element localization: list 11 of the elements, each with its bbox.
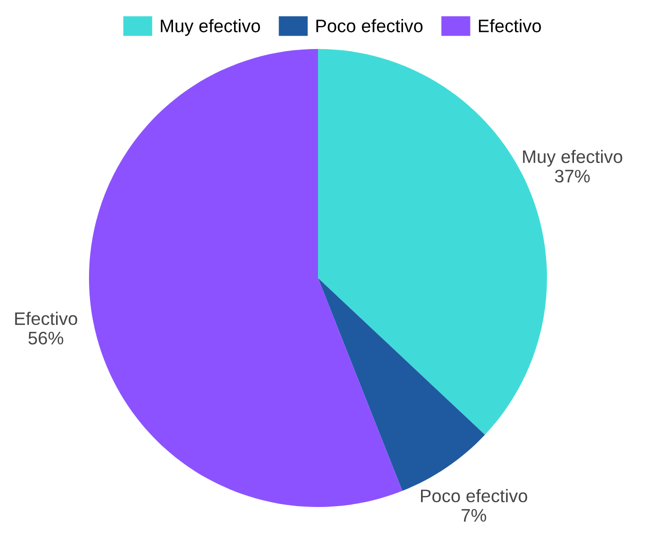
- data-label: 7%: [462, 509, 486, 522]
- legend-label: Muy efectivo: [160, 19, 260, 36]
- slice-label: Poco efectivo: [421, 489, 528, 502]
- pie-slice: [89, 49, 402, 507]
- pie-slice: [318, 278, 485, 491]
- slice-label: Muy efectivo: [523, 150, 622, 167]
- data-label: 37%: [554, 170, 590, 183]
- legend-label: Efectivo: [478, 19, 541, 32]
- legend-label: Poco efectivo: [316, 19, 423, 32]
- data-label: 56%: [28, 332, 64, 344]
- slice-label: Efectivo: [15, 312, 78, 326]
